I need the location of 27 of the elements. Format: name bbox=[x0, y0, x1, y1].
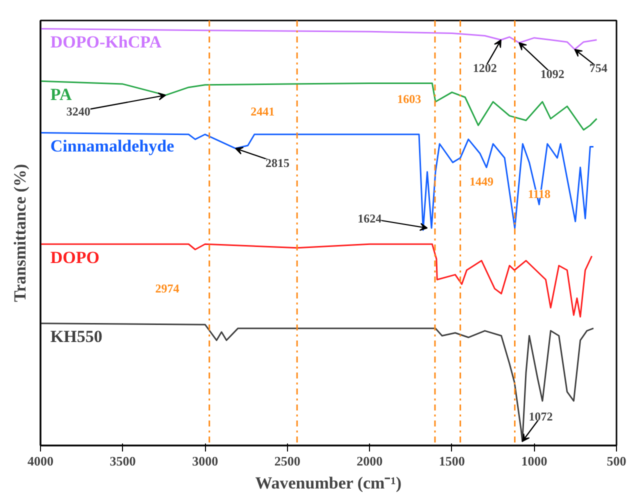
x-axis-title: Wavenumber (cm⁻¹) bbox=[255, 474, 402, 492]
annotation: 3240 bbox=[66, 104, 90, 118]
x-tick-label: 3500 bbox=[110, 454, 136, 468]
x-tick-label: 3000 bbox=[192, 454, 218, 468]
x-tick-label: 1000 bbox=[521, 454, 548, 468]
series-label: DOPO bbox=[50, 248, 100, 267]
ref-line-label: 1603 bbox=[397, 92, 422, 106]
x-tick-label: 1500 bbox=[438, 454, 465, 468]
annotation: 754 bbox=[589, 60, 608, 75]
ref-line-label: 1118 bbox=[528, 186, 550, 201]
x-tick-label: 4000 bbox=[28, 454, 54, 468]
x-tick-label: 500 bbox=[606, 454, 626, 468]
x-tick-label: 2500 bbox=[274, 454, 300, 468]
ref-line-label: 2974 bbox=[155, 282, 180, 296]
annotation: 1202 bbox=[472, 60, 497, 75]
series-label: Cinnamaldehyde bbox=[50, 136, 175, 156]
annotation: 1092 bbox=[540, 67, 564, 82]
series-label: PA bbox=[50, 84, 72, 104]
annotation: 1072 bbox=[528, 410, 553, 424]
annotation: 2815 bbox=[265, 156, 290, 170]
series-label: KH550 bbox=[50, 327, 102, 346]
x-tick-label: 2000 bbox=[356, 454, 383, 468]
ref-line-label: 2441 bbox=[250, 104, 275, 118]
y-axis-title: Transmittance (%) bbox=[10, 164, 30, 302]
series-label: DOPO-KhCPA bbox=[50, 32, 162, 52]
annotation: 1624 bbox=[358, 212, 382, 226]
ref-line-label: 1449 bbox=[470, 174, 494, 188]
